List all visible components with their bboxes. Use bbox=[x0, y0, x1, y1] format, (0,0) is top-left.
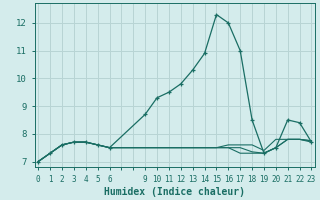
X-axis label: Humidex (Indice chaleur): Humidex (Indice chaleur) bbox=[104, 186, 245, 197]
